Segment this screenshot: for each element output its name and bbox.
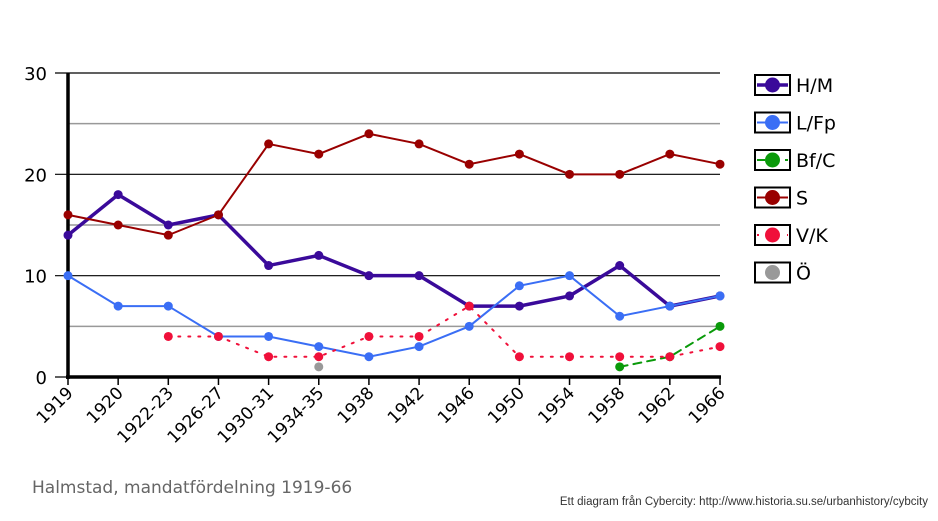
data-point: [314, 342, 324, 352]
data-point: [113, 301, 123, 311]
data-point: [514, 149, 524, 159]
series-h-m: [63, 190, 725, 311]
legend-label: L/Fp: [796, 113, 836, 135]
data-point: [63, 210, 73, 220]
data-point: [514, 301, 524, 311]
data-point: [464, 321, 474, 331]
data-point: [63, 230, 73, 240]
series-line: [66, 192, 722, 308]
data-point: [414, 331, 424, 341]
legend-marker: [765, 152, 780, 168]
data-point: [213, 331, 223, 341]
y-tick-label: 0: [36, 368, 47, 389]
data-point: [414, 271, 424, 281]
data-point: [715, 291, 725, 301]
x-tick-label: 1950: [484, 383, 529, 428]
data-point: [615, 169, 625, 179]
data-point: [715, 159, 725, 169]
x-tick-label: 1919: [33, 383, 78, 428]
series-s: [63, 129, 725, 240]
data-point: [163, 220, 173, 230]
y-tick-label: 30: [24, 64, 47, 85]
data-point: [665, 352, 675, 362]
data-point: [464, 159, 474, 169]
legend-marker: [765, 77, 780, 93]
legend-marker: [765, 227, 780, 243]
data-point: [264, 261, 274, 271]
credit-text: Ett diagram från Cybercity: http://www.h…: [559, 496, 928, 508]
legend-label: Bf/C: [796, 150, 835, 172]
data-point: [715, 342, 725, 352]
data-point: [364, 271, 374, 281]
legend-marker: [765, 265, 780, 280]
series-l-fp: [63, 271, 725, 362]
data-point: [414, 139, 424, 149]
data-point: [113, 190, 123, 200]
y-tick-label: 10: [24, 267, 47, 288]
data-point: [163, 301, 173, 311]
data-point: [615, 352, 625, 362]
data-point: [565, 352, 575, 362]
series-line: [618, 325, 721, 368]
data-point: [314, 250, 324, 260]
data-point: [264, 352, 274, 362]
x-tick-label: 1946: [434, 383, 479, 428]
legend-label: S: [796, 188, 808, 210]
data-point: [364, 331, 374, 341]
series--: [314, 362, 324, 372]
data-point: [665, 301, 675, 311]
series-v-k: [163, 301, 725, 362]
data-point: [565, 169, 575, 179]
data-point: [464, 301, 474, 311]
x-tick-label: 1954: [534, 383, 579, 428]
y-tick-label: 20: [24, 165, 47, 186]
data-point: [565, 291, 575, 301]
data-point: [314, 149, 324, 159]
data-point: [264, 139, 274, 149]
series-line: [67, 132, 721, 237]
x-tick-label: 1938: [334, 383, 379, 428]
data-point: [314, 362, 324, 372]
legend-label: V/K: [796, 225, 828, 247]
legend-label: Ö: [796, 262, 811, 285]
x-tick-label: 1942: [384, 383, 429, 428]
data-point: [514, 281, 524, 291]
data-point: [364, 352, 374, 362]
data-point: [264, 331, 274, 341]
data-point: [414, 342, 424, 352]
data-point: [615, 261, 625, 271]
legend-marker: [765, 190, 780, 205]
chart-title: Halmstad, mandatfördelning 1919-66: [32, 478, 353, 498]
series-bf-c: [615, 321, 725, 372]
data-point: [163, 331, 173, 341]
data-point: [514, 352, 524, 362]
data-point: [715, 321, 725, 331]
legend-marker: [765, 115, 780, 130]
x-tick-label: 1920: [83, 383, 128, 428]
data-point: [364, 129, 374, 139]
data-point: [615, 311, 625, 321]
series-line: [67, 274, 721, 358]
data-point: [665, 149, 675, 159]
x-tick-label: 1958: [584, 383, 629, 428]
x-tick-label: 1962: [635, 383, 680, 428]
data-point: [565, 271, 575, 281]
data-point: [213, 210, 223, 220]
data-point: [163, 230, 173, 240]
data-point: [113, 220, 123, 230]
data-point: [314, 352, 324, 362]
x-tick-label: 1966: [685, 383, 730, 428]
data-point: [63, 271, 73, 281]
data-point: [615, 362, 625, 372]
legend-label: H/M: [796, 75, 833, 97]
